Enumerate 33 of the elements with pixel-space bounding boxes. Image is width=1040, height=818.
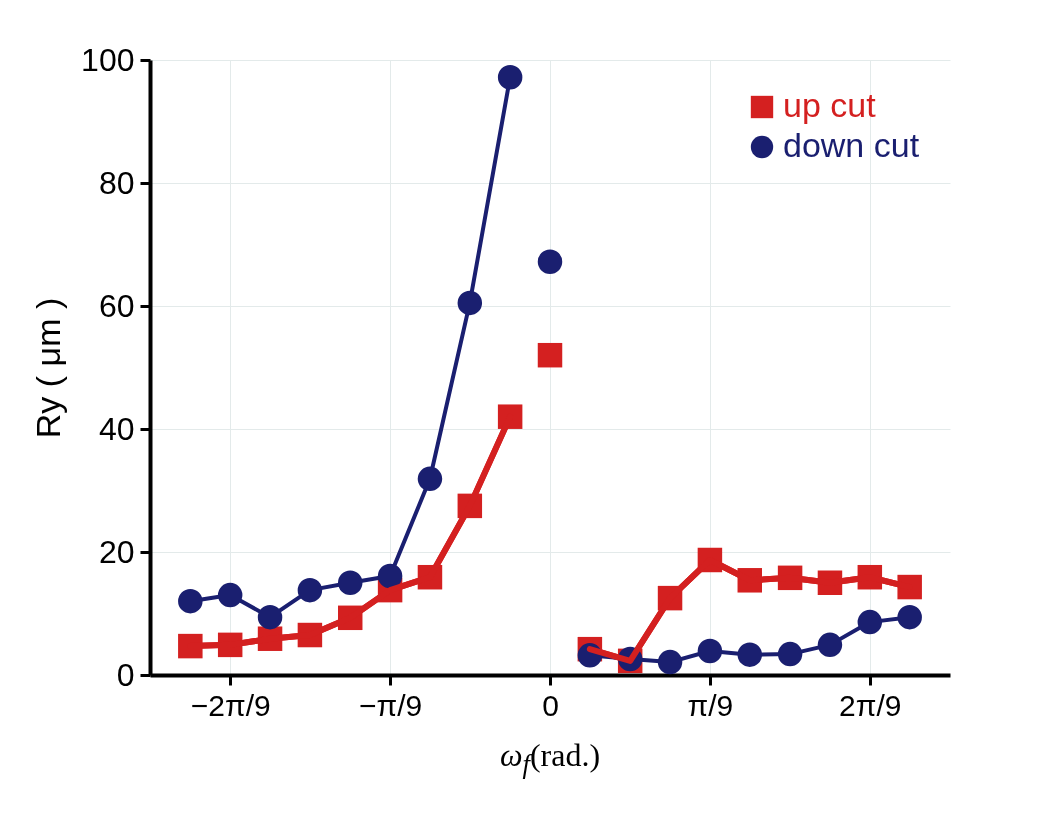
point (657, 649, 683, 675)
point (417, 466, 443, 492)
y-axis-title: Ry ( μm ) (29, 297, 68, 439)
point (457, 290, 483, 316)
y-tick-label: 40 (98, 410, 135, 447)
point (337, 570, 363, 595)
point (777, 641, 803, 667)
point (257, 604, 283, 630)
y-tick-label: 0 (116, 656, 135, 693)
point (497, 65, 523, 90)
y-tick-label: 60 (98, 287, 135, 324)
point (537, 249, 563, 274)
point (897, 604, 922, 630)
y-tick-label: 20 (98, 533, 135, 570)
point (537, 342, 563, 368)
y-tick-label: 100 (81, 41, 135, 78)
x-tick-label: π/9 (687, 688, 734, 722)
point (697, 638, 723, 664)
point (377, 563, 403, 589)
point (737, 642, 763, 667)
point (857, 609, 883, 635)
x-tick-label: −π/9 (358, 688, 423, 722)
legend-label: down cut (783, 126, 920, 164)
legend-label: up cut (783, 86, 877, 124)
point (297, 577, 323, 603)
point (217, 582, 243, 608)
x-tick-label: 2π/9 (839, 688, 902, 722)
x-tick-label: 0 (542, 688, 559, 722)
y-tick-label: 80 (98, 164, 135, 201)
x-axis-title: ω$_{f}$(rad.) (499, 737, 601, 781)
point (817, 632, 843, 658)
point (178, 588, 203, 614)
x-tick-label: −2π/9 (190, 688, 271, 722)
